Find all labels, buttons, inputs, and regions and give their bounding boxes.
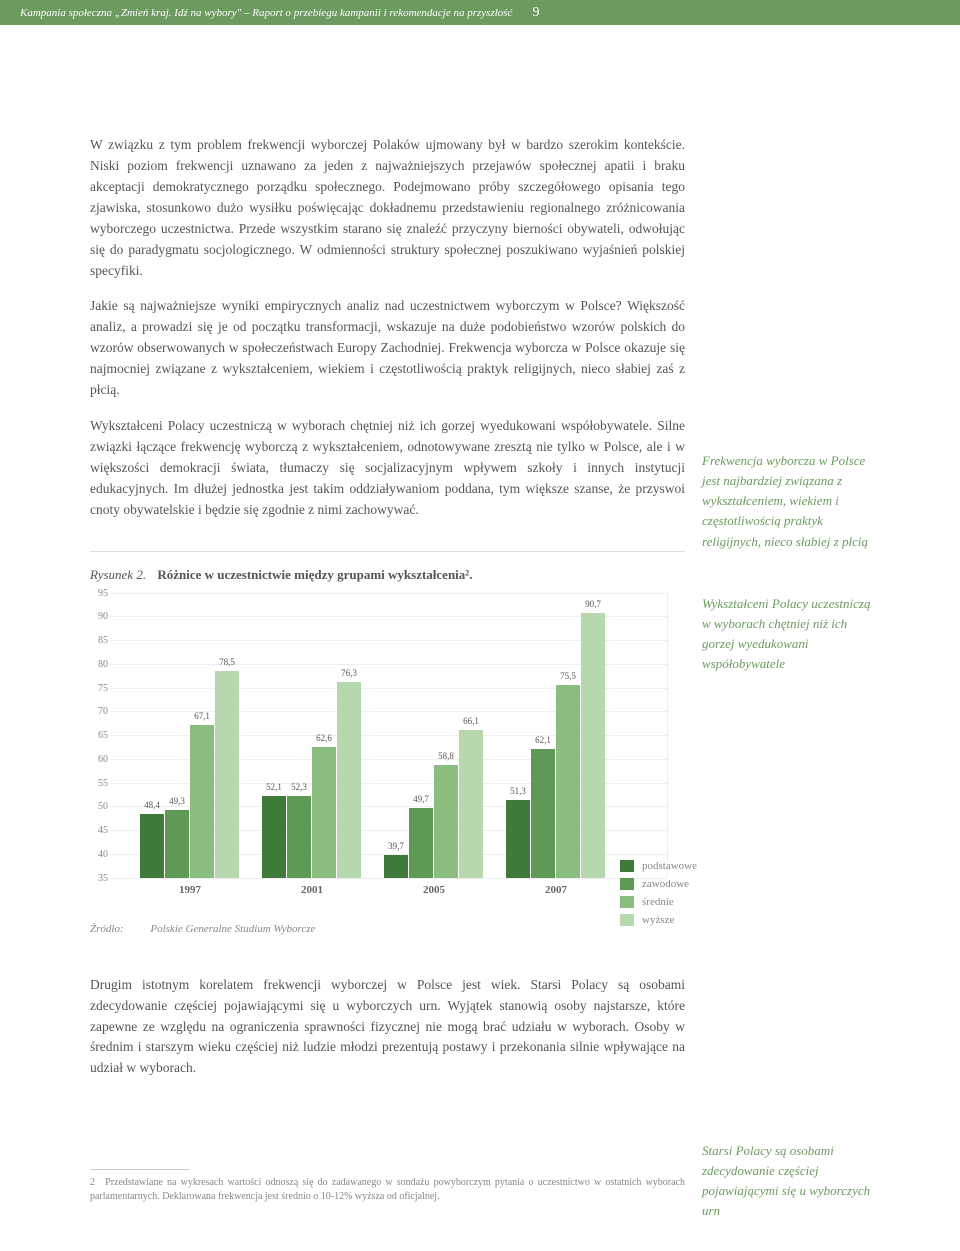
chart-y-tick-label: 85 xyxy=(90,635,108,646)
source-label: Źródło: xyxy=(90,923,124,935)
chart-bar: 76,3 xyxy=(337,682,361,878)
chart-plot-area: 48,449,367,178,5199752,152,362,676,32001… xyxy=(110,593,668,878)
chart-y-tick-label: 55 xyxy=(90,778,108,789)
chart-bar: 49,3 xyxy=(165,810,189,878)
legend-label: średnie xyxy=(642,896,674,908)
chart-bar: 90,7 xyxy=(581,613,605,878)
legend-item: średnie xyxy=(620,896,697,908)
chart-bar-value: 75,5 xyxy=(554,671,582,681)
chart-bar-value: 49,3 xyxy=(163,796,191,806)
chart-bar-value: 66,1 xyxy=(457,716,485,726)
chart-bar: 49,7 xyxy=(409,808,433,878)
chart-bar: 58,8 xyxy=(434,765,458,878)
chart-y-tick-label: 40 xyxy=(90,849,108,860)
chart-bar: 52,3 xyxy=(287,796,311,878)
chart-bar-value: 49,7 xyxy=(407,794,435,804)
page-header: Kampania społeczna „Zmień kraj. Idź na w… xyxy=(0,0,960,25)
figure-label: Rysunek 2. xyxy=(90,567,146,582)
legend-swatch xyxy=(620,914,634,926)
margin-note: Frekwencja wyborcza w Polsce jest najbar… xyxy=(702,451,882,552)
footnote-text: Przedstawiane na wykresach wartości odno… xyxy=(90,1177,685,1202)
chart-bar-value: 67,1 xyxy=(188,711,216,721)
chart-y-tick-label: 45 xyxy=(90,825,108,836)
chart-bar: 51,3 xyxy=(506,800,530,877)
figure: Rysunek 2. Różnice w uczestnictwie międz… xyxy=(90,551,685,935)
figure-title: Różnice w uczestnictwie między grupami w… xyxy=(157,567,472,582)
legend-swatch xyxy=(620,896,634,908)
figure-caption: Rysunek 2. Różnice w uczestnictwie międz… xyxy=(90,567,685,583)
bar-chart: 48,449,367,178,5199752,152,362,676,32001… xyxy=(90,593,685,893)
chart-x-tick-label: 2007 xyxy=(506,884,606,896)
chart-bar-value: 39,7 xyxy=(382,841,410,851)
chart-bar-value: 62,6 xyxy=(310,733,338,743)
legend-label: wyższe xyxy=(642,914,674,926)
chart-y-tick-label: 95 xyxy=(90,588,108,599)
legend-item: podstawowe xyxy=(620,860,697,872)
chart-bar: 67,1 xyxy=(190,725,214,877)
page-number: 9 xyxy=(532,5,539,21)
chart-y-tick-label: 80 xyxy=(90,659,108,670)
footnote-separator xyxy=(90,1169,190,1170)
chart-bar-value: 51,3 xyxy=(504,786,532,796)
chart-gridline xyxy=(110,878,667,879)
body-paragraph: Drugim istotnym korelatem frekwencji wyb… xyxy=(90,975,685,1080)
chart-bar-value: 52,3 xyxy=(285,782,313,792)
chart-x-tick-label: 2001 xyxy=(262,884,362,896)
body-paragraph: W związku z tym problem frekwencji wybor… xyxy=(90,135,685,281)
legend-swatch xyxy=(620,860,634,872)
chart-y-tick-label: 50 xyxy=(90,801,108,812)
body-paragraph: Wykształceni Polacy uczestniczą w wybora… xyxy=(90,416,685,521)
chart-y-tick-label: 70 xyxy=(90,706,108,717)
chart-bar: 62,6 xyxy=(312,747,336,878)
chart-bar-value: 78,5 xyxy=(213,657,241,667)
source-text: Polskie Generalne Studium Wyborcze xyxy=(150,923,315,935)
footnote: 2 Przedstawiane na wykresach wartości od… xyxy=(90,1176,685,1204)
body-paragraph: Jakie są najważniejsze wyniki empiryczny… xyxy=(90,296,685,401)
chart-bar: 75,5 xyxy=(556,685,580,877)
chart-bar-value: 90,7 xyxy=(579,599,607,609)
chart-gridline xyxy=(110,593,667,594)
chart-bar: 48,4 xyxy=(140,814,164,878)
chart-bar-value: 76,3 xyxy=(335,668,363,678)
chart-x-tick-label: 1997 xyxy=(140,884,240,896)
chart-bar-value: 48,4 xyxy=(138,800,166,810)
chart-bar-value: 52,1 xyxy=(260,782,288,792)
chart-x-tick-label: 2005 xyxy=(384,884,484,896)
main-column: Drugim istotnym korelatem frekwencji wyb… xyxy=(90,975,685,1080)
legend-label: zawodowe xyxy=(642,878,689,890)
chart-bar-value: 62,1 xyxy=(529,735,557,745)
legend-swatch xyxy=(620,878,634,890)
footnote-number: 2 xyxy=(90,1177,95,1188)
chart-bar: 78,5 xyxy=(215,671,239,878)
chart-bar-value: 58,8 xyxy=(432,751,460,761)
chart-y-tick-label: 65 xyxy=(90,730,108,741)
header-title: Kampania społeczna „Zmień kraj. Idź na w… xyxy=(20,7,512,19)
legend-label: podstawowe xyxy=(642,860,697,872)
margin-note: Starsi Polacy są osobami zdecydowanie cz… xyxy=(702,1141,882,1222)
chart-legend: podstawowe zawodowe średnie wyższe xyxy=(620,860,697,932)
chart-y-tick-label: 90 xyxy=(90,611,108,622)
main-column: W związku z tym problem frekwencji wybor… xyxy=(90,135,685,521)
chart-y-tick-label: 35 xyxy=(90,873,108,884)
chart-bar: 66,1 xyxy=(459,730,483,878)
legend-item: zawodowe xyxy=(620,878,697,890)
chart-bar: 39,7 xyxy=(384,855,408,877)
legend-item: wyższe xyxy=(620,914,697,926)
chart-y-tick-label: 60 xyxy=(90,754,108,765)
chart-bar: 52,1 xyxy=(262,796,286,877)
chart-y-tick-label: 75 xyxy=(90,683,108,694)
page-content: W związku z tym problem frekwencji wybor… xyxy=(0,135,960,1234)
chart-bar: 62,1 xyxy=(531,749,555,878)
figure-source: Źródło: Polskie Generalne Studium Wyborc… xyxy=(90,923,685,935)
margin-note: Wykształceni Polacy uczestniczą w wybora… xyxy=(702,594,882,675)
